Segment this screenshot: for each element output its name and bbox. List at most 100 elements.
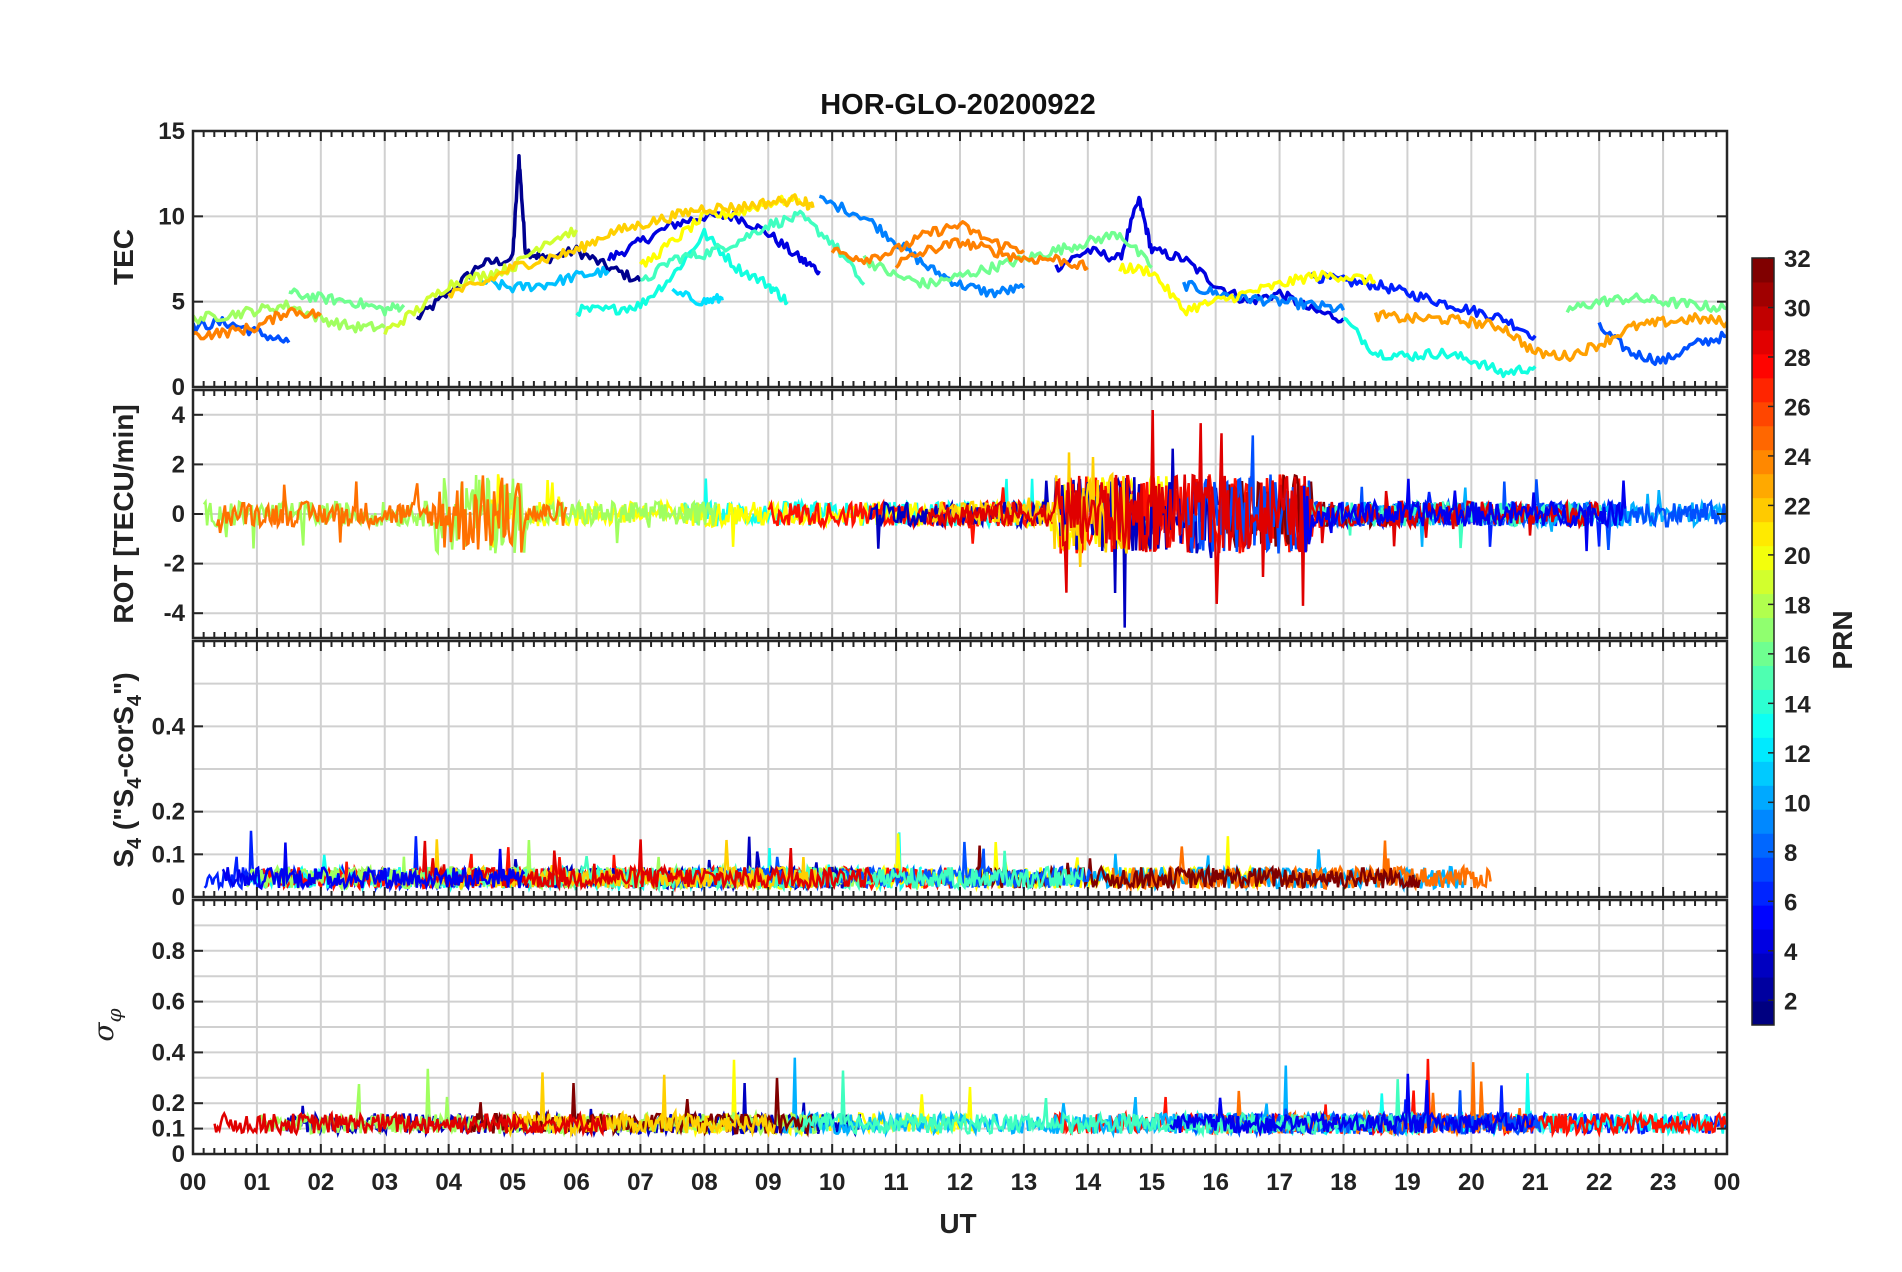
s4-label-end: ") bbox=[108, 672, 139, 695]
x-tick-label: 08 bbox=[691, 1169, 718, 1196]
sigma-y-tick-label: 0.4 bbox=[152, 1039, 186, 1066]
tec-series-line bbox=[1565, 292, 1727, 314]
tec-series-line bbox=[1342, 316, 1537, 379]
x-tick-label: 16 bbox=[1202, 1169, 1229, 1196]
colorbar-tick-label: 18 bbox=[1784, 592, 1811, 619]
colorbar-band bbox=[1752, 929, 1774, 954]
x-tick-label: 21 bbox=[1522, 1169, 1549, 1196]
colorbar-band bbox=[1752, 761, 1774, 786]
colorbar-tick-label: 14 bbox=[1784, 691, 1811, 718]
tec-series-line bbox=[447, 193, 815, 299]
colorbar-tick-label: 8 bbox=[1784, 840, 1797, 867]
sigma-y-tick-label: 0.6 bbox=[152, 989, 185, 1016]
rot-trace bbox=[927, 409, 1600, 606]
colorbar-band bbox=[1752, 377, 1774, 403]
colorbar-band bbox=[1752, 401, 1774, 427]
colorbar-tick-label: 2 bbox=[1784, 988, 1797, 1015]
colorbar-tick-label: 32 bbox=[1784, 246, 1811, 273]
x-tick-label: 01 bbox=[244, 1169, 271, 1196]
x-tick-label: 20 bbox=[1458, 1169, 1485, 1196]
x-tick-label: 04 bbox=[435, 1169, 462, 1196]
s4-axis-label: S4 ("S4-corS4") bbox=[108, 672, 146, 867]
colorbar-band bbox=[1752, 449, 1774, 475]
sigma-y-tick-label: 0.8 bbox=[152, 938, 185, 965]
colorbar-band bbox=[1752, 665, 1774, 690]
x-tick-label: 23 bbox=[1650, 1169, 1677, 1196]
colorbar-tick-label: 24 bbox=[1784, 444, 1811, 471]
x-tick-label: 00 bbox=[180, 1169, 207, 1196]
sigma-y-tick-label: 0 bbox=[172, 1141, 185, 1168]
tec-y-tick-label: 15 bbox=[158, 118, 185, 145]
colorbar-band bbox=[1752, 617, 1774, 642]
rot-series-group bbox=[202, 409, 1727, 628]
colorbar-band bbox=[1752, 258, 1774, 283]
tec-series-line bbox=[830, 220, 1025, 266]
tec-y-tick-label: 0 bbox=[172, 374, 185, 401]
rot-y-tick-label: 2 bbox=[172, 451, 185, 478]
x-tick-label: 12 bbox=[947, 1169, 974, 1196]
rot-trace bbox=[927, 452, 1133, 567]
colorbar-band bbox=[1752, 905, 1774, 930]
tec-series-line bbox=[818, 194, 1026, 299]
colorbar-band bbox=[1752, 593, 1774, 619]
sigma-trace bbox=[1169, 1073, 1536, 1137]
x-tick-label: 02 bbox=[307, 1169, 334, 1196]
colorbar-tick-label: 12 bbox=[1784, 741, 1811, 768]
colorbar-band bbox=[1752, 473, 1774, 499]
s4-y-tick-label: 0.1 bbox=[152, 841, 185, 868]
colorbar-band bbox=[1752, 809, 1774, 834]
colorbar-tick-label: 30 bbox=[1784, 295, 1811, 322]
colorbar-tick-label: 4 bbox=[1784, 939, 1798, 966]
s4-panel: 0 0.1 0.2 0.4 bbox=[152, 639, 1729, 911]
tec-series-line bbox=[193, 306, 322, 341]
colorbar-band bbox=[1752, 785, 1774, 810]
sigma-series-group bbox=[213, 1057, 1727, 1139]
chart-title: HOR-GLO-20200922 bbox=[820, 89, 1096, 121]
s4-label-sub: 4 bbox=[124, 837, 146, 849]
x-tick-label: 10 bbox=[819, 1169, 846, 1196]
tec-series-line bbox=[479, 265, 610, 294]
s4-label-cor: -corS bbox=[108, 706, 139, 778]
sigma-trace bbox=[213, 1110, 607, 1139]
x-tick-label: 05 bbox=[499, 1169, 526, 1196]
tec-series-line bbox=[671, 287, 724, 307]
x-tick-label: 13 bbox=[1011, 1169, 1038, 1196]
rot-trace bbox=[1302, 478, 1627, 553]
x-tick-label: 03 bbox=[371, 1169, 398, 1196]
colorbar-band bbox=[1752, 737, 1774, 762]
colorbar-band bbox=[1752, 1001, 1774, 1026]
tec-series-line bbox=[894, 237, 1089, 271]
colorbar-band bbox=[1752, 425, 1774, 451]
tec-series-group bbox=[193, 153, 1727, 379]
tec-y-tick-label: 5 bbox=[172, 289, 185, 316]
colorbar-tick-label: 26 bbox=[1784, 394, 1811, 421]
colorbar-band bbox=[1752, 521, 1774, 547]
x-tick-label: 14 bbox=[1074, 1169, 1101, 1196]
x-tick-label: 17 bbox=[1266, 1169, 1293, 1196]
tec-panel: 0 5 10 15 bbox=[158, 118, 1729, 401]
colorbar-tick-label: 28 bbox=[1784, 345, 1811, 372]
colorbar-label: PRN bbox=[1827, 610, 1858, 669]
x-tick-label: 18 bbox=[1330, 1169, 1357, 1196]
colorbar-band bbox=[1752, 977, 1774, 1002]
colorbar-tick-label: 22 bbox=[1784, 493, 1811, 520]
x-axis-label: UT bbox=[939, 1208, 976, 1239]
rot-y-tick-label: 4 bbox=[172, 402, 186, 429]
colorbar-tick-label: 16 bbox=[1784, 642, 1811, 669]
colorbar-band bbox=[1752, 857, 1774, 882]
sigma-y-tick-label: 0.2 bbox=[152, 1090, 185, 1117]
tec-series-line bbox=[1118, 262, 1377, 317]
rot-y-tick-label: -4 bbox=[164, 600, 186, 627]
colorbar-band bbox=[1752, 953, 1774, 978]
tec-series-line bbox=[1597, 321, 1727, 367]
s4-y-tick-label: 0 bbox=[172, 884, 185, 911]
rot-axis-label: ROT [TECU/min] bbox=[108, 404, 139, 623]
colorbar-band bbox=[1752, 689, 1774, 714]
colorbar-band bbox=[1752, 641, 1774, 666]
colorbar-band bbox=[1752, 329, 1774, 355]
tec-series-line bbox=[862, 230, 1153, 290]
sigma-trace bbox=[507, 1072, 776, 1139]
colorbar-band bbox=[1752, 569, 1774, 595]
